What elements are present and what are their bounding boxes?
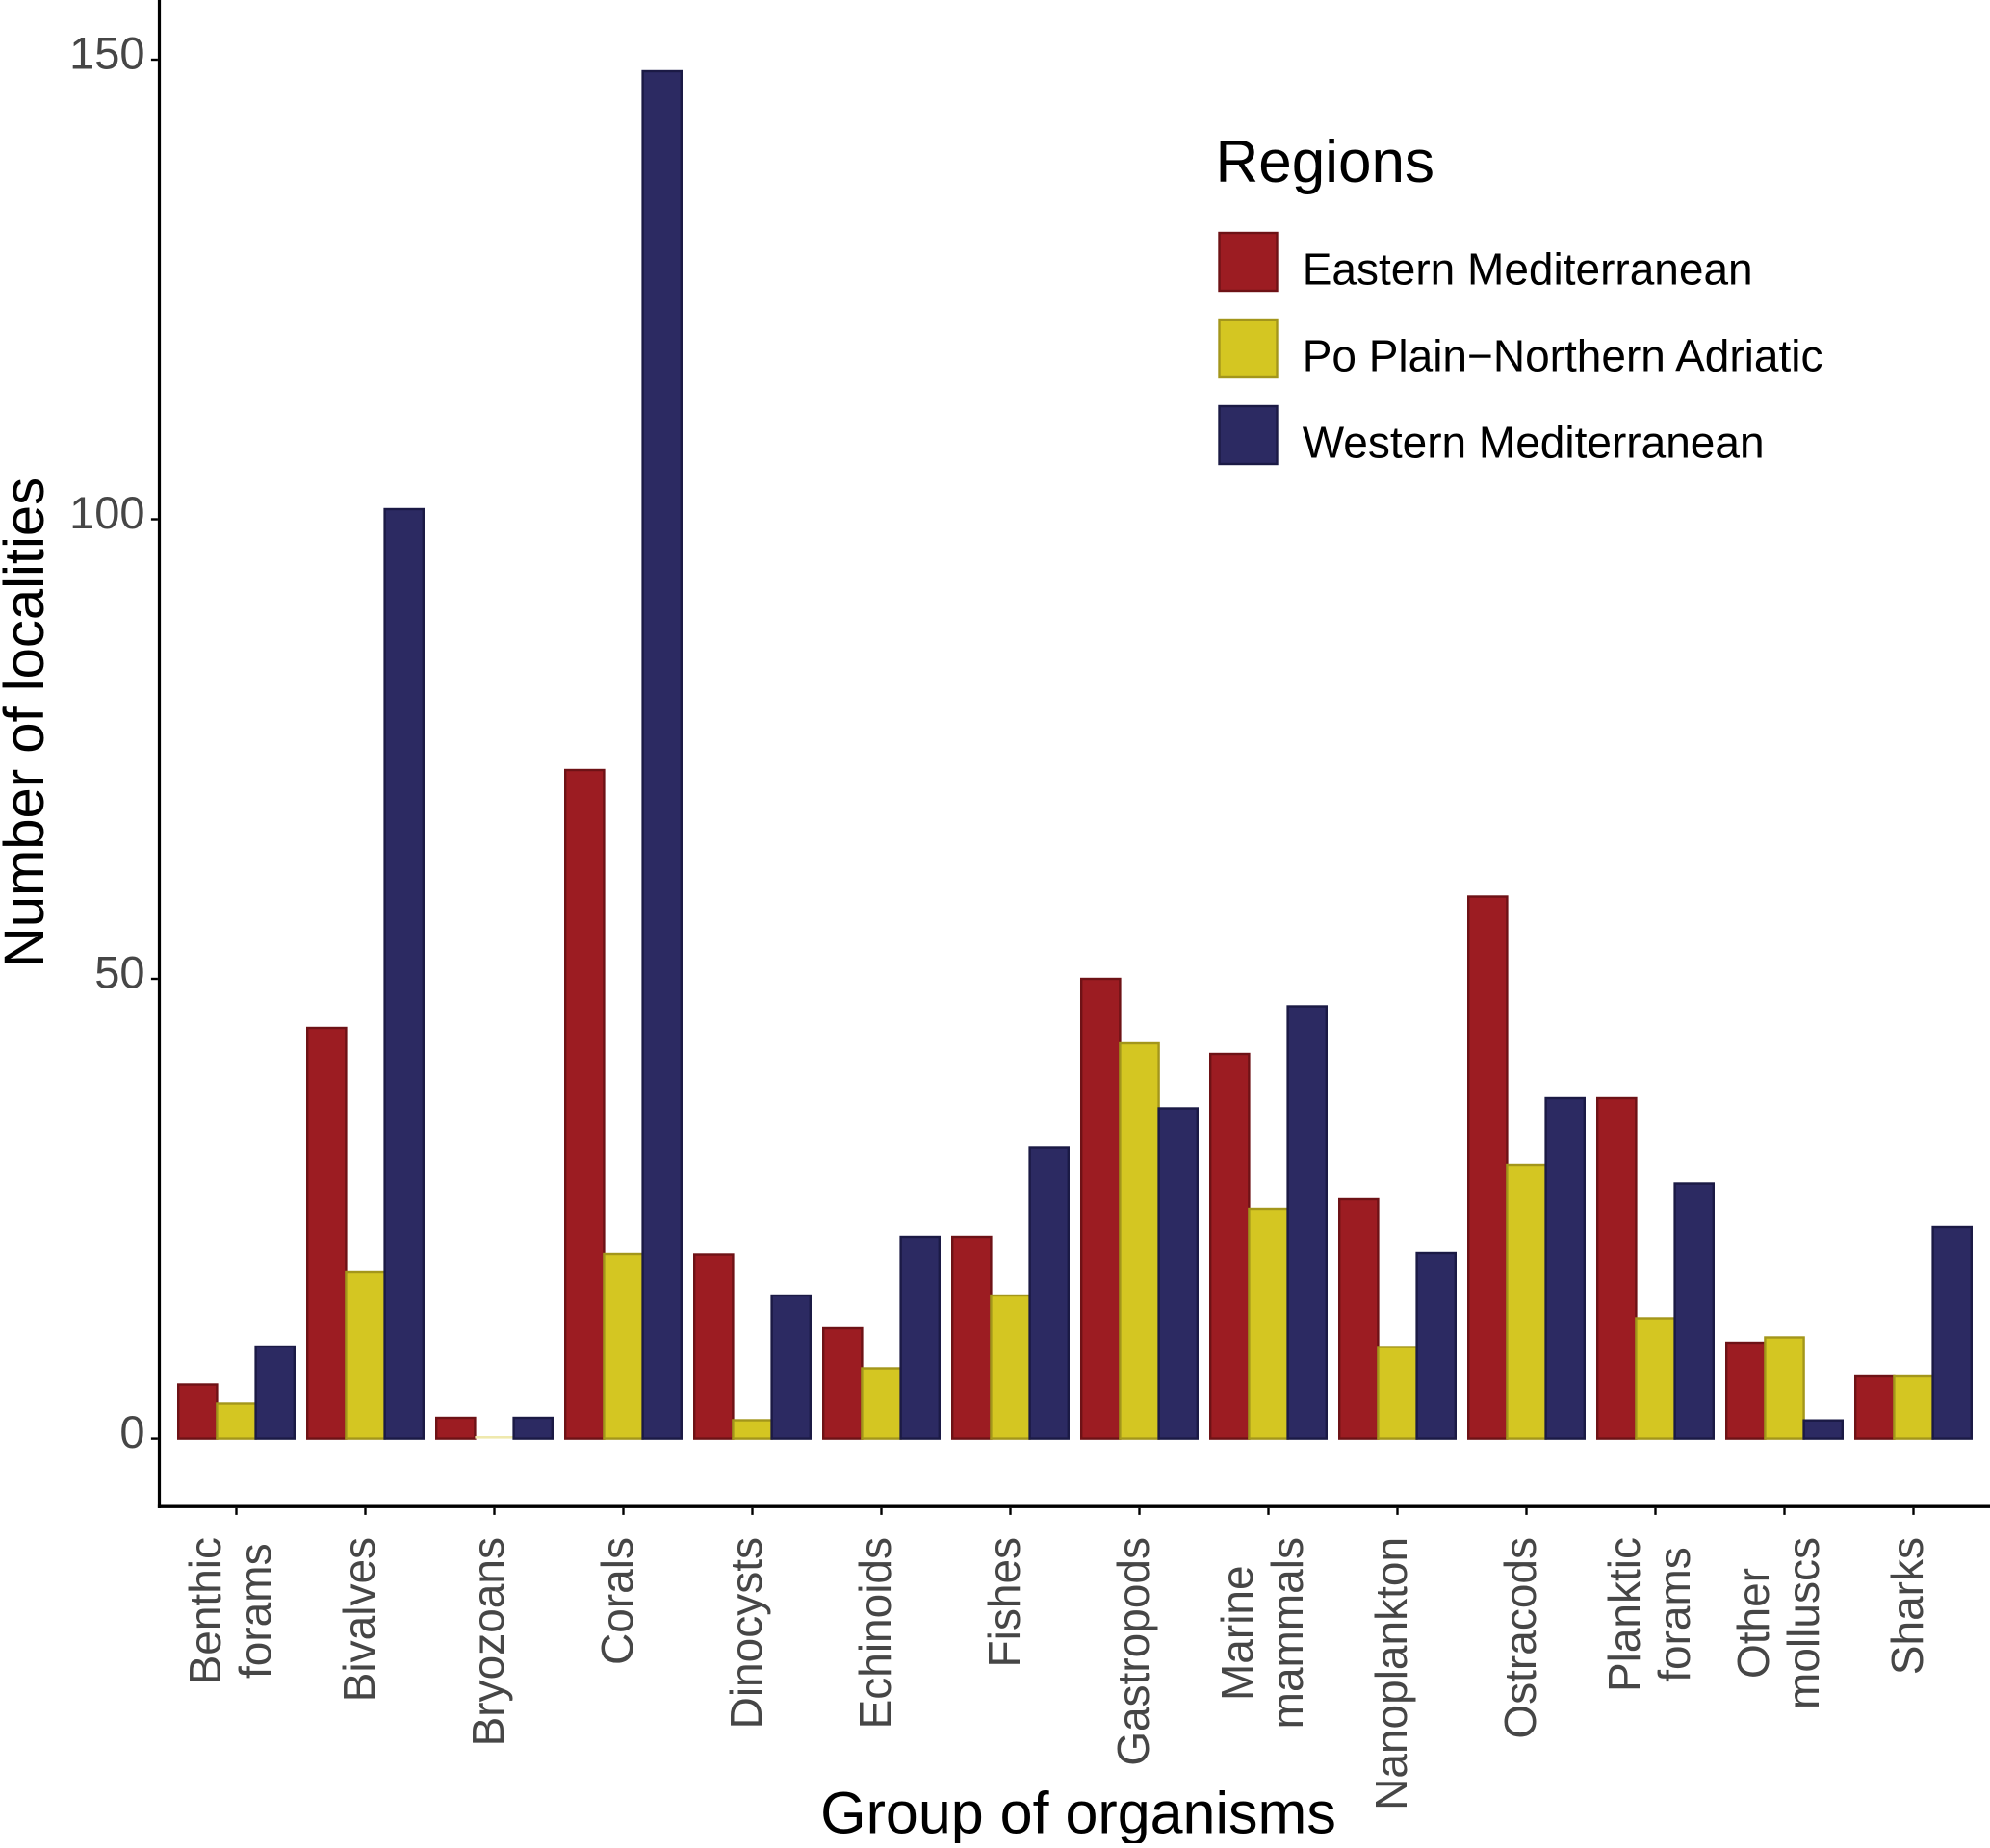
svg-text:Regions: Regions [1216, 129, 1434, 195]
svg-text:Other: Other [1728, 1568, 1778, 1679]
svg-text:mammals: mammals [1262, 1537, 1312, 1729]
svg-text:Eastern Mediterranean: Eastern Mediterranean [1303, 244, 1753, 295]
svg-text:100: 100 [69, 487, 144, 538]
svg-text:Bryozoans: Bryozoans [463, 1537, 513, 1746]
svg-text:molluscs: molluscs [1778, 1537, 1828, 1709]
svg-text:Dinocysts: Dinocysts [721, 1537, 771, 1729]
svg-text:Group of organisms: Group of organisms [820, 1781, 1336, 1844]
svg-text:Po Plain−Northern Adriatic: Po Plain−Northern Adriatic [1303, 331, 1823, 381]
svg-text:Number of localities: Number of localities [0, 477, 56, 967]
svg-text:Corals: Corals [592, 1537, 642, 1665]
svg-text:Western Mediterranean: Western Mediterranean [1303, 418, 1765, 468]
svg-text:Marine: Marine [1212, 1565, 1262, 1701]
svg-text:Fishes: Fishes [979, 1537, 1029, 1667]
svg-text:Ostracods: Ostracods [1495, 1537, 1545, 1739]
svg-text:50: 50 [94, 947, 144, 998]
svg-text:Bivalves: Bivalves [334, 1537, 384, 1702]
svg-text:Gastropods: Gastropods [1108, 1537, 1158, 1766]
svg-text:Planktic: Planktic [1599, 1537, 1649, 1692]
svg-text:forams: forams [1649, 1547, 1699, 1682]
svg-text:150: 150 [69, 28, 144, 79]
svg-text:0: 0 [119, 1406, 144, 1457]
svg-text:Echinoids: Echinoids [850, 1537, 900, 1729]
svg-text:Benthic: Benthic [180, 1537, 230, 1684]
svg-text:Sharks: Sharks [1882, 1537, 1932, 1675]
svg-text:Nanoplankton: Nanoplankton [1366, 1537, 1416, 1810]
svg-text:forams: forams [230, 1543, 280, 1679]
